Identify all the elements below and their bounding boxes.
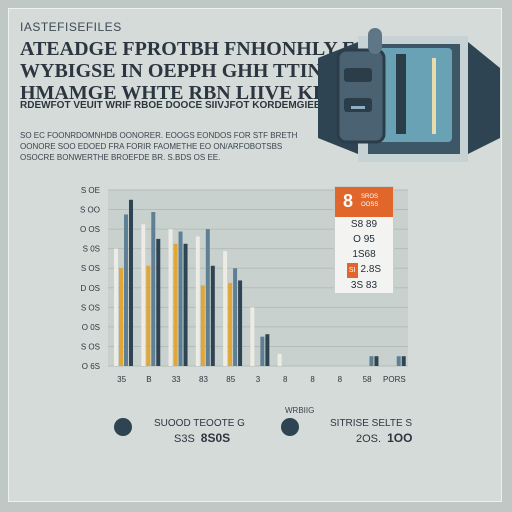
headline-line-1: ATEADGE FPROTBH FNHONHLY FOR (20, 38, 385, 60)
y-tick-label: S OS (81, 342, 100, 351)
x-tick-label: 8 (338, 375, 343, 384)
headline-line-3: HMAMGE WHTE RBN LIIVE KES IOLET (20, 82, 406, 104)
bar (146, 265, 151, 366)
stat-label: SUOOD TEOOTE G (154, 418, 245, 429)
bar (205, 229, 210, 366)
bar (369, 356, 374, 366)
subheadline: RDEWFOT VEUIT WRIF RBOE DOOCE SIIVJFOT K… (20, 100, 328, 111)
bar (124, 214, 128, 366)
x-tick-label: 8 (283, 375, 288, 384)
x-tick-label: PORS (383, 375, 406, 384)
stat-label: SITRISE SELTE S (330, 418, 413, 429)
callout-mark: SI (346, 263, 358, 278)
y-tick-label: O 6S (82, 362, 100, 371)
bar (223, 251, 228, 366)
body-line-2: OONORE SOO EDOED FRA FORIR FAOMETHE EO O… (20, 142, 283, 151)
bar (119, 268, 123, 366)
callout-row: SI 2.8S (335, 262, 393, 278)
x-tick-label: 3 (256, 375, 261, 384)
bar (195, 236, 200, 366)
bar (277, 353, 282, 366)
body-line-3: OSOCRE BONWERTHE BROEFDE BR. S.BDS OS EE… (20, 153, 221, 162)
y-tick-label: D OS (80, 284, 100, 293)
server-device-icon (318, 28, 500, 162)
callout-number: 8 (343, 191, 354, 211)
y-tick-label: S OS (81, 303, 100, 312)
bar (178, 231, 183, 366)
bar (114, 248, 118, 366)
y-tick-label: S OS (81, 264, 100, 273)
bar (168, 229, 173, 366)
y-tick-label: O 0S (82, 323, 100, 332)
stat-value-big: 1OO (387, 431, 413, 445)
bar (401, 356, 406, 366)
callout-row: O 95 (353, 234, 375, 245)
callout-row-value: 2.8S (360, 264, 382, 275)
stat-value: 2OS. 1OO (356, 431, 412, 445)
bar (228, 282, 233, 366)
bar (183, 243, 188, 366)
x-tick-label: 58 (363, 375, 372, 384)
callout-card: 8 SROS OOSS S8 89 O 95 1S68 SI 2.8S 3S 83 (334, 186, 394, 294)
callout-row: 3S 83 (350, 280, 378, 291)
stat-bullet-icon (114, 418, 132, 436)
callout-row: S8 89 (350, 219, 378, 230)
body-paragraph: SO EC FOONRDOMNHDB OONORER. EOOGS EONDOS… (20, 130, 300, 163)
x-tick-label: 8 (310, 375, 315, 384)
body-line-1: SO EC FOONRDOMNHDB OONORER. EOOGS EONDOS… (20, 131, 298, 140)
callout-subtitle-line-1: SROS (361, 194, 379, 200)
bar (260, 336, 265, 366)
headline: ATEADGE FPROTBH FNHONHLY FOR WYBIGSE IN … (20, 38, 406, 104)
bar (250, 307, 255, 366)
callout-row: 1S68 (352, 249, 376, 260)
callout-subtitle-line-2: OOSS (361, 202, 379, 208)
bar (141, 224, 146, 366)
x-tick-label: 35 (117, 375, 126, 384)
bar (210, 265, 215, 366)
stat-bullet-icon (281, 418, 299, 436)
headline-line-2: WYBIGSE IN OEPPH GHH TTINGTHER (20, 60, 395, 82)
bar (173, 243, 178, 366)
kicker-label: IASTEFISEFILES (20, 20, 122, 34)
bar (151, 212, 156, 366)
y-tick-label: O OS (80, 225, 100, 234)
stat-value-small: S3S (174, 433, 195, 445)
stat-value-big: 8S0S (200, 431, 231, 445)
callout-subtitle: SROS OOSS (361, 193, 378, 209)
y-tick-label: S 0S (83, 245, 100, 254)
stat-value: S3S 8S0S (174, 431, 230, 445)
x-tick-label: 33 (172, 375, 181, 384)
y-tick-label: S OO (80, 206, 100, 215)
callout-header: 8 SROS OOSS (335, 187, 393, 217)
bar (233, 268, 238, 366)
stat-value-small: 2OS. (356, 433, 382, 445)
bar (396, 356, 401, 366)
x-tick-label: 85 (226, 375, 235, 384)
bar (265, 334, 270, 366)
y-tick-label: S OE (81, 186, 100, 195)
x-tick-label: 83 (199, 375, 208, 384)
bar (156, 238, 161, 366)
bar (129, 199, 133, 366)
x-tick-label: B (146, 375, 151, 384)
stat-tag: WRBIIG (285, 406, 315, 415)
bar (238, 280, 243, 366)
bar (374, 356, 379, 366)
bar (200, 285, 205, 366)
